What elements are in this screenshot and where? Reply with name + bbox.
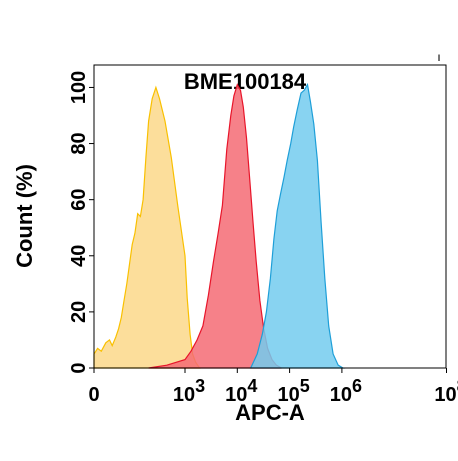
y-tick-label: 80	[68, 132, 90, 154]
histogram-series-1	[93, 85, 201, 369]
plot-frame	[93, 64, 447, 369]
frame-corner-mark: ǀ	[438, 53, 441, 63]
x-tick-label: 108	[434, 376, 458, 406]
y-axis-title: Count (%)	[12, 164, 37, 268]
x-tick-label: 106	[330, 376, 362, 406]
x-tick-label: 0	[88, 384, 99, 406]
series-layer	[93, 82, 346, 369]
y-tick-label: 60	[68, 189, 90, 211]
y-tick-label: 100	[68, 71, 90, 104]
x-axis-title: APC-A	[235, 400, 305, 425]
x-tick-label: 103	[173, 376, 205, 406]
y-tick-label: 20	[68, 301, 90, 323]
chart-title: BME100184	[184, 69, 307, 94]
y-tick-label: 0	[68, 362, 90, 373]
y-tick-label: 40	[68, 245, 90, 267]
y-axis: 0 20 40 60 80 100	[68, 71, 94, 374]
histogram-series-3	[249, 82, 346, 369]
